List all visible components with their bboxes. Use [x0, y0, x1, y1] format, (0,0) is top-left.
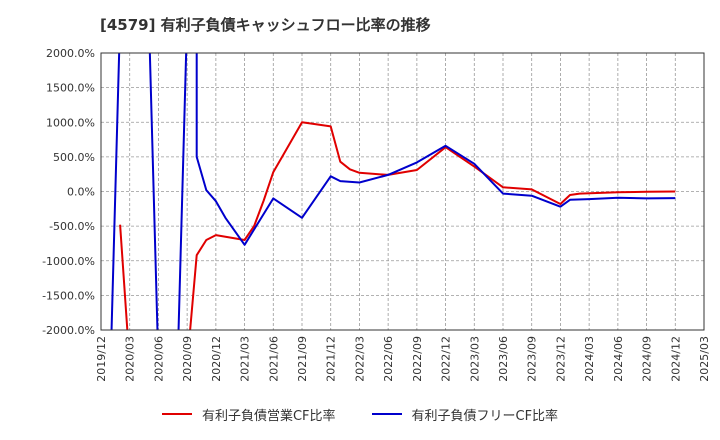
y-tick-label: 0.0%: [67, 186, 95, 199]
y-tick-label: -1500.0%: [42, 289, 95, 302]
y-tick-label: -500.0%: [49, 220, 95, 233]
legend-item-free-cf: 有利子負債フリーCF比率: [371, 405, 559, 424]
y-axis-ticks: 2000.0% 1500.0% 1000.0% 500.0% 0.0% -500.0% -1…: [42, 47, 95, 337]
legend-item-operating-cf: 有利子負債営業CF比率: [161, 405, 336, 424]
series-layer: [110, 53, 676, 330]
x-tick-label: 2020/03: [124, 336, 137, 382]
x-tick-label: 2021/03: [239, 336, 252, 382]
legend: 有利子負債営業CF比率 有利子負債フリーCF比率: [0, 404, 720, 424]
x-tick-label: 2023/09: [526, 336, 539, 382]
x-tick-label: 2021/06: [267, 336, 280, 382]
y-tick-label: -1000.0%: [42, 255, 95, 268]
x-tick-label: 2023/06: [497, 336, 510, 382]
plot-frame: [100, 52, 705, 331]
chart-title: [4579] 有利子負債キャッシュフロー比率の推移: [100, 16, 431, 34]
x-tick-label: 2024/03: [583, 336, 596, 382]
y-tick-label: 2000.0%: [46, 47, 95, 60]
series-line-operating-cf: [119, 121, 676, 330]
x-tick-label: 2025/03: [698, 336, 711, 382]
legend-label-operating-cf: 有利子負債営業CF比率: [201, 408, 336, 424]
legend-label-free-cf: 有利子負債フリーCF比率: [411, 408, 559, 424]
x-tick-label: 2020/09: [181, 336, 194, 382]
y-tick-label: 1000.0%: [46, 116, 95, 129]
x-tick-label: 2024/06: [612, 336, 625, 382]
x-tick-label: 2019/12: [95, 336, 108, 382]
x-tick-label: 2022/06: [382, 336, 395, 382]
legend-swatch-blue: [371, 413, 402, 415]
x-tick-label: 2022/03: [353, 336, 366, 382]
x-tick-label: 2020/12: [210, 336, 223, 382]
x-tick-label: 2021/09: [296, 336, 309, 382]
x-axis-ticks: 2019/12 2020/03 2020/06 2020/09 2020/12 2021/…: [95, 336, 711, 382]
x-tick-label: 2022/09: [411, 336, 424, 382]
y-tick-label: 500.0%: [53, 151, 95, 164]
legend-swatch-red: [161, 413, 192, 415]
x-tick-label: 2024/09: [641, 336, 654, 382]
x-tick-label: 2022/12: [440, 336, 453, 382]
x-tick-label: 2023/03: [468, 336, 481, 382]
y-tick-label: -2000.0%: [42, 324, 95, 337]
series-line-free-cf: [110, 53, 676, 330]
x-tick-label: 2021/12: [325, 336, 338, 382]
x-tick-label: 2023/12: [554, 336, 567, 382]
x-tick-label: 2024/12: [669, 336, 682, 382]
y-tick-label: 1500.0%: [46, 82, 95, 95]
x-tick-label: 2020/06: [152, 336, 165, 382]
